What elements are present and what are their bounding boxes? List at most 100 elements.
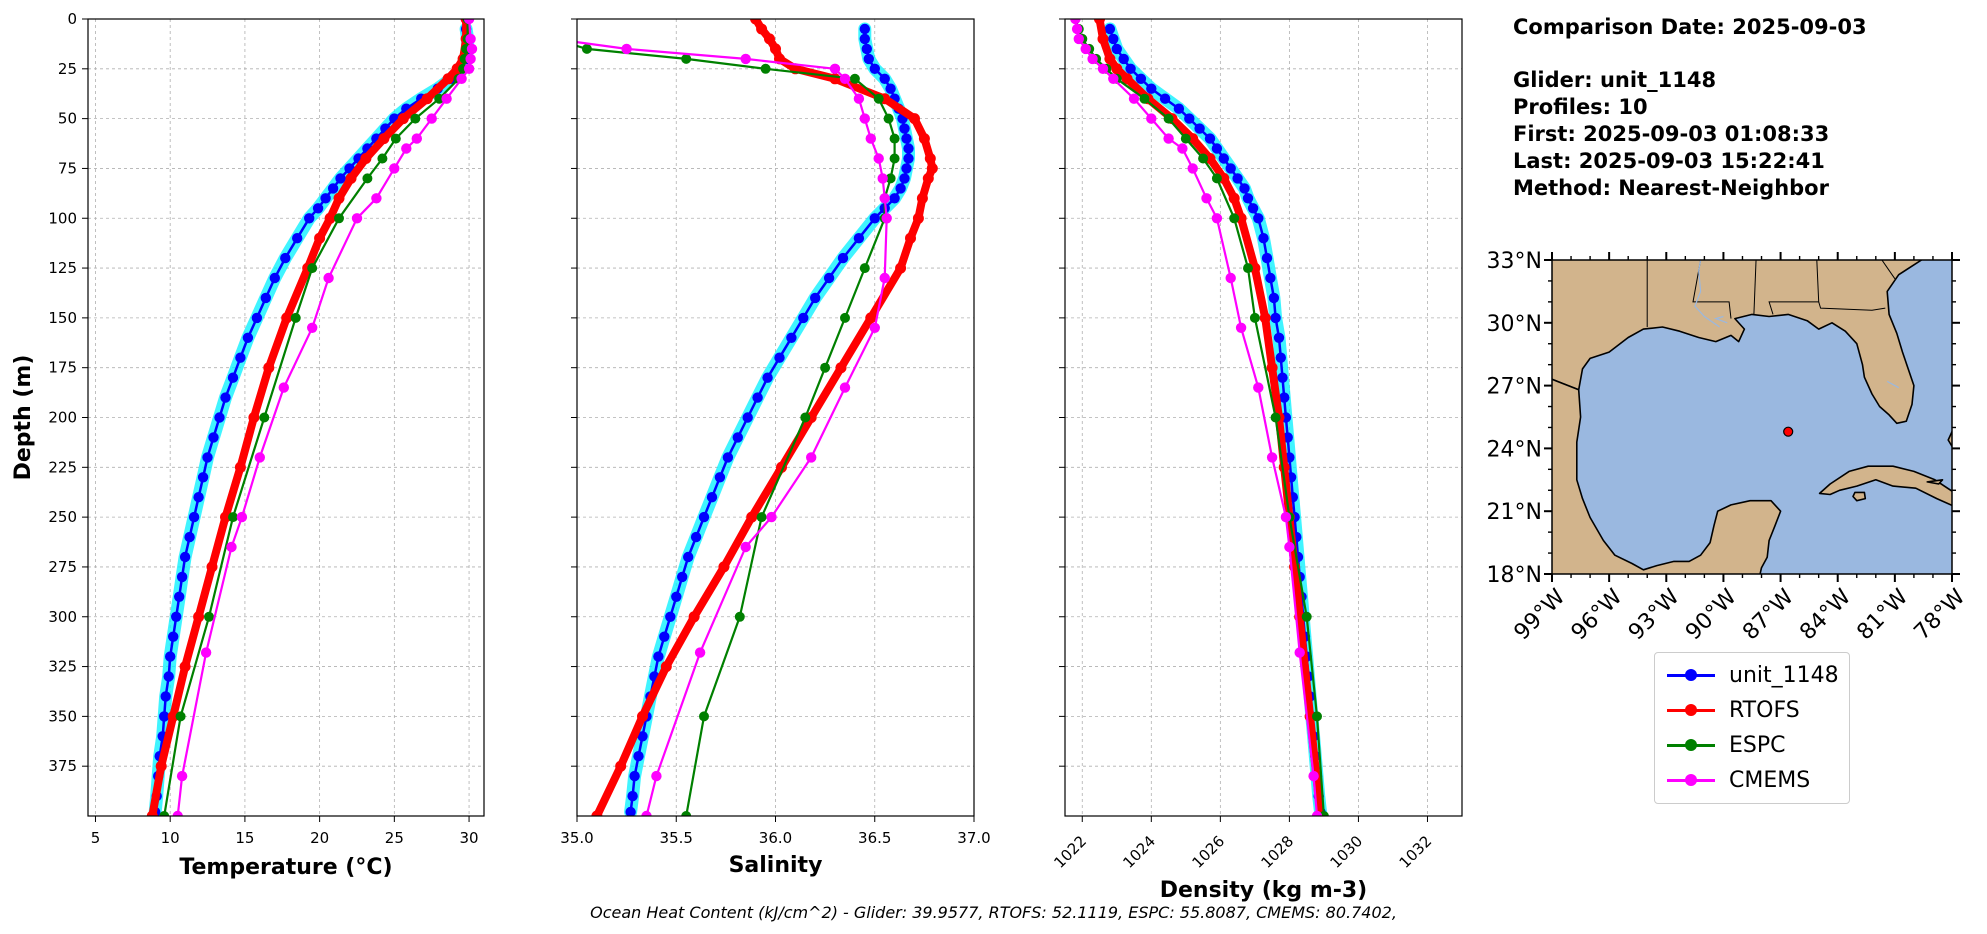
series-rtofs [146,19,472,816]
data-point [637,731,648,742]
data-point [234,461,246,473]
legend: unit_1148 RTOFS ESPC CMEMS [1654,652,1850,804]
data-point [877,173,888,184]
data-point [1071,23,1083,35]
data-point [806,452,817,463]
data-point [1258,233,1269,244]
data-point [901,163,912,174]
y-tick-label: 100 [48,209,77,227]
data-point [1194,123,1205,134]
data-point [1211,213,1223,224]
data-point [155,760,167,772]
state-border [1818,301,1886,311]
data-point [1242,193,1254,204]
data-point [165,651,176,662]
data-point [1239,183,1250,194]
x-tick-label: 20 [310,829,329,847]
data-point [734,611,745,622]
temperature-panel: 0 25 50 75 100 125 150 175 200 225 250 275 300 325 350… [11,10,485,880]
series-cmems [1070,19,1323,816]
data-point [1139,93,1150,104]
legend-swatch [1667,770,1715,790]
data-point [899,173,910,184]
y-tick-label: 375 [48,757,77,775]
data-point [786,332,797,343]
data-point [179,551,191,563]
series-cmems [172,19,478,816]
data-point [869,63,880,74]
data-point [863,53,874,65]
data-point [718,561,730,573]
data-point [853,93,865,104]
legend-label: RTOFS [1729,697,1800,723]
data-point [683,551,694,563]
data-point [227,372,239,383]
footer: Ocean Heat Content (kJ/cm^2) - Glider: 3… [0,903,1987,922]
data-point [903,143,914,154]
state-border [1718,218,1724,220]
data-point [200,647,212,658]
data-point [220,392,231,403]
plot-area [146,19,478,816]
data-point [865,312,877,324]
y-tick-label: 350 [48,707,77,725]
data-point [869,322,880,333]
data-point [426,113,437,124]
data-point [175,711,186,722]
data-point [442,73,454,85]
y-tick-label: 225 [48,458,77,476]
data-point [591,810,603,816]
legend-item-rtofs: RTOFS [1667,693,1800,727]
data-point [172,810,183,816]
data-point [625,806,636,816]
data-point [1080,43,1091,55]
data-point [883,113,894,124]
data-point [895,183,906,194]
data-point [905,232,916,244]
data-point [879,193,890,204]
data-point [324,212,336,224]
data-point [653,651,664,662]
data-point [879,73,890,85]
data-point [371,193,382,204]
data-point [859,33,870,45]
series-line [629,29,910,813]
data-point [752,392,763,403]
data-point [411,133,422,144]
data-point [360,153,372,164]
data-point [1128,93,1140,104]
data-point [377,153,388,164]
data-point [242,332,254,343]
data-point [895,262,907,274]
data-point [251,312,263,324]
x-tick-label: 15 [235,829,254,847]
data-point [823,272,835,284]
lon-tick-label: 81°W [1852,584,1913,645]
data-point [1163,133,1174,144]
data-point [1163,113,1174,124]
y-tick-label: 325 [48,658,77,676]
data-point [714,472,726,483]
data-point [1243,263,1253,274]
data-point [829,73,841,85]
data-point [798,312,809,324]
data-point [901,133,912,144]
lon-tick-label: 96°W [1567,584,1628,645]
data-point [694,647,706,658]
data-point [248,412,260,423]
glider-location-marker [1783,426,1794,437]
data-point [159,711,170,722]
data-point [168,631,179,642]
data-point [260,292,271,304]
data-point [665,611,676,622]
data-point [206,561,218,573]
legend-swatch [1667,665,1715,685]
x-tick-label: 36.0 [759,829,792,847]
y-tick-label: 50 [58,110,77,128]
legend-label: CMEMS [1729,767,1811,793]
legend-item-espc: ESPC [1667,728,1786,762]
data-point [174,591,185,602]
data-point [1087,53,1098,65]
data-point [1097,63,1109,74]
data-point [1308,770,1319,782]
